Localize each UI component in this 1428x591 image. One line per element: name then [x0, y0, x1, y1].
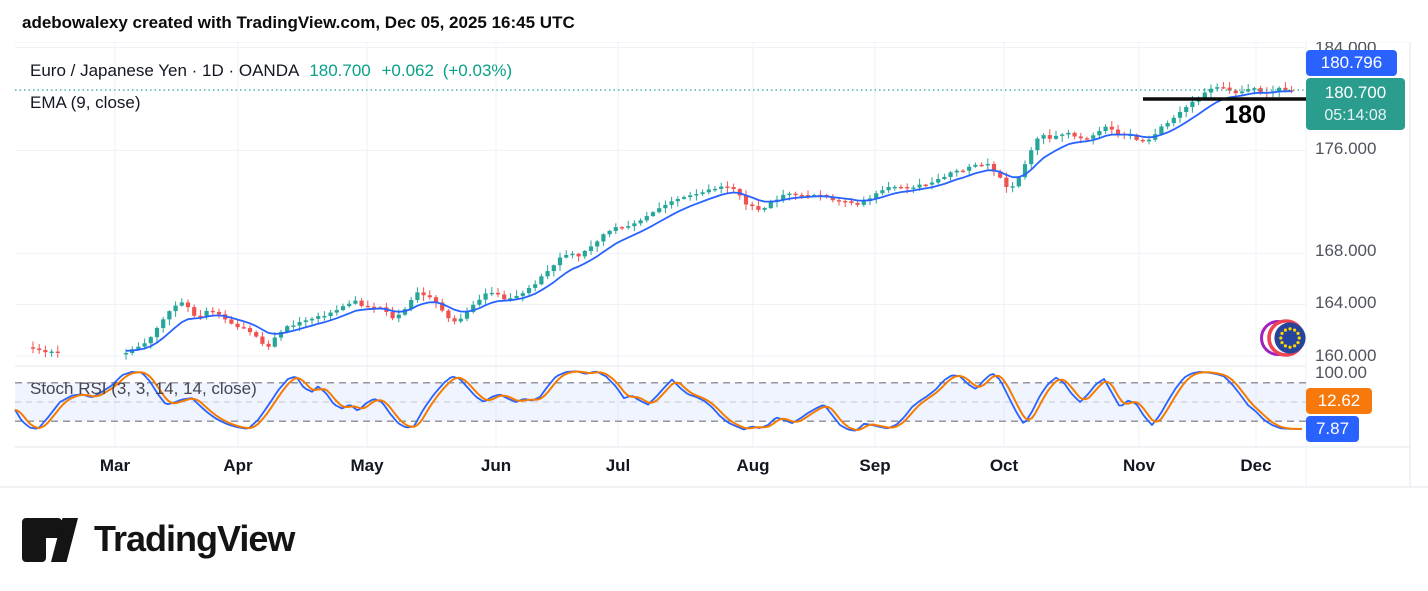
price-axis-label: 176.000	[1315, 139, 1377, 158]
tradingview-wordmark: TradingView	[94, 518, 295, 559]
gridlines	[15, 42, 1306, 447]
time-axis-label-may: May	[350, 456, 384, 475]
symbol-title[interactable]: Euro / Japanese Yen · 1D · OANDA	[30, 61, 300, 80]
time-axis-label-jun: Jun	[480, 456, 512, 475]
time-axis-label-nov: Nov	[1122, 456, 1156, 475]
stoch-band	[15, 382, 1306, 422]
time-axis-label-apr: Apr	[223, 456, 253, 475]
eurjpy-pair-icon	[1260, 319, 1306, 357]
price-axis-label: 164.000	[1315, 293, 1377, 312]
stoch-d-chip-value: 12.62	[1317, 391, 1361, 410]
attribution-text: adebowalexy created with TradingView.com…	[22, 13, 575, 32]
price-change-percent: (+0.03%)	[442, 61, 513, 80]
stoch-d-value-chip: 12.62	[1306, 388, 1372, 414]
tradingview-logo[interactable]: TradingView	[20, 516, 295, 562]
bar-countdown-timer: 05:14:08	[1324, 106, 1387, 124]
time-axis-label-oct: Oct	[989, 456, 1019, 475]
stoch-k-chip-value: 7.87	[1315, 419, 1350, 438]
last-price-countdown-chip: 180.700 05:14:08	[1306, 78, 1405, 130]
price-change-value: +0.062	[381, 61, 434, 80]
ema-indicator-label[interactable]: EMA (9, close)	[30, 93, 141, 112]
price-axis-label: 160.000	[1315, 346, 1377, 365]
tradingview-mark-icon	[22, 518, 78, 562]
stoch-k-value-chip: 7.87	[1306, 416, 1359, 442]
price-axis-label: 168.000	[1315, 241, 1377, 260]
time-axis-label-aug: Aug	[736, 456, 770, 475]
eu-flag-icon	[1274, 322, 1306, 354]
time-axis-label-mar: Mar	[99, 456, 131, 475]
last-price-chip-value: 180.700	[1324, 82, 1387, 102]
stoch-d-line	[14, 370, 1302, 431]
attribution-bar: adebowalexy created with TradingView.com…	[0, 0, 1428, 42]
time-axis-label-jul: Jul	[605, 456, 631, 475]
high-price-chip-value: 180.796	[1320, 53, 1383, 72]
high-price-chip: 180.796	[1306, 50, 1397, 76]
horizontal-level-label[interactable]: 180	[1224, 101, 1266, 129]
time-axis-label-sep: Sep	[859, 456, 891, 475]
symbol-title-row[interactable]: Euro / Japanese Yen · 1D · OANDA 180.700 …	[30, 61, 512, 81]
stoch-axis-label: 100.00	[1315, 363, 1367, 382]
ema-line	[125, 90, 1292, 352]
stoch-rsi-indicator-label[interactable]: Stoch RSI (3, 3, 14, 14, close)	[30, 379, 257, 398]
time-axis-label-dec: Dec	[1240, 456, 1272, 475]
stoch-k-line	[14, 370, 1302, 432]
last-price-value: 180.700	[309, 61, 371, 80]
